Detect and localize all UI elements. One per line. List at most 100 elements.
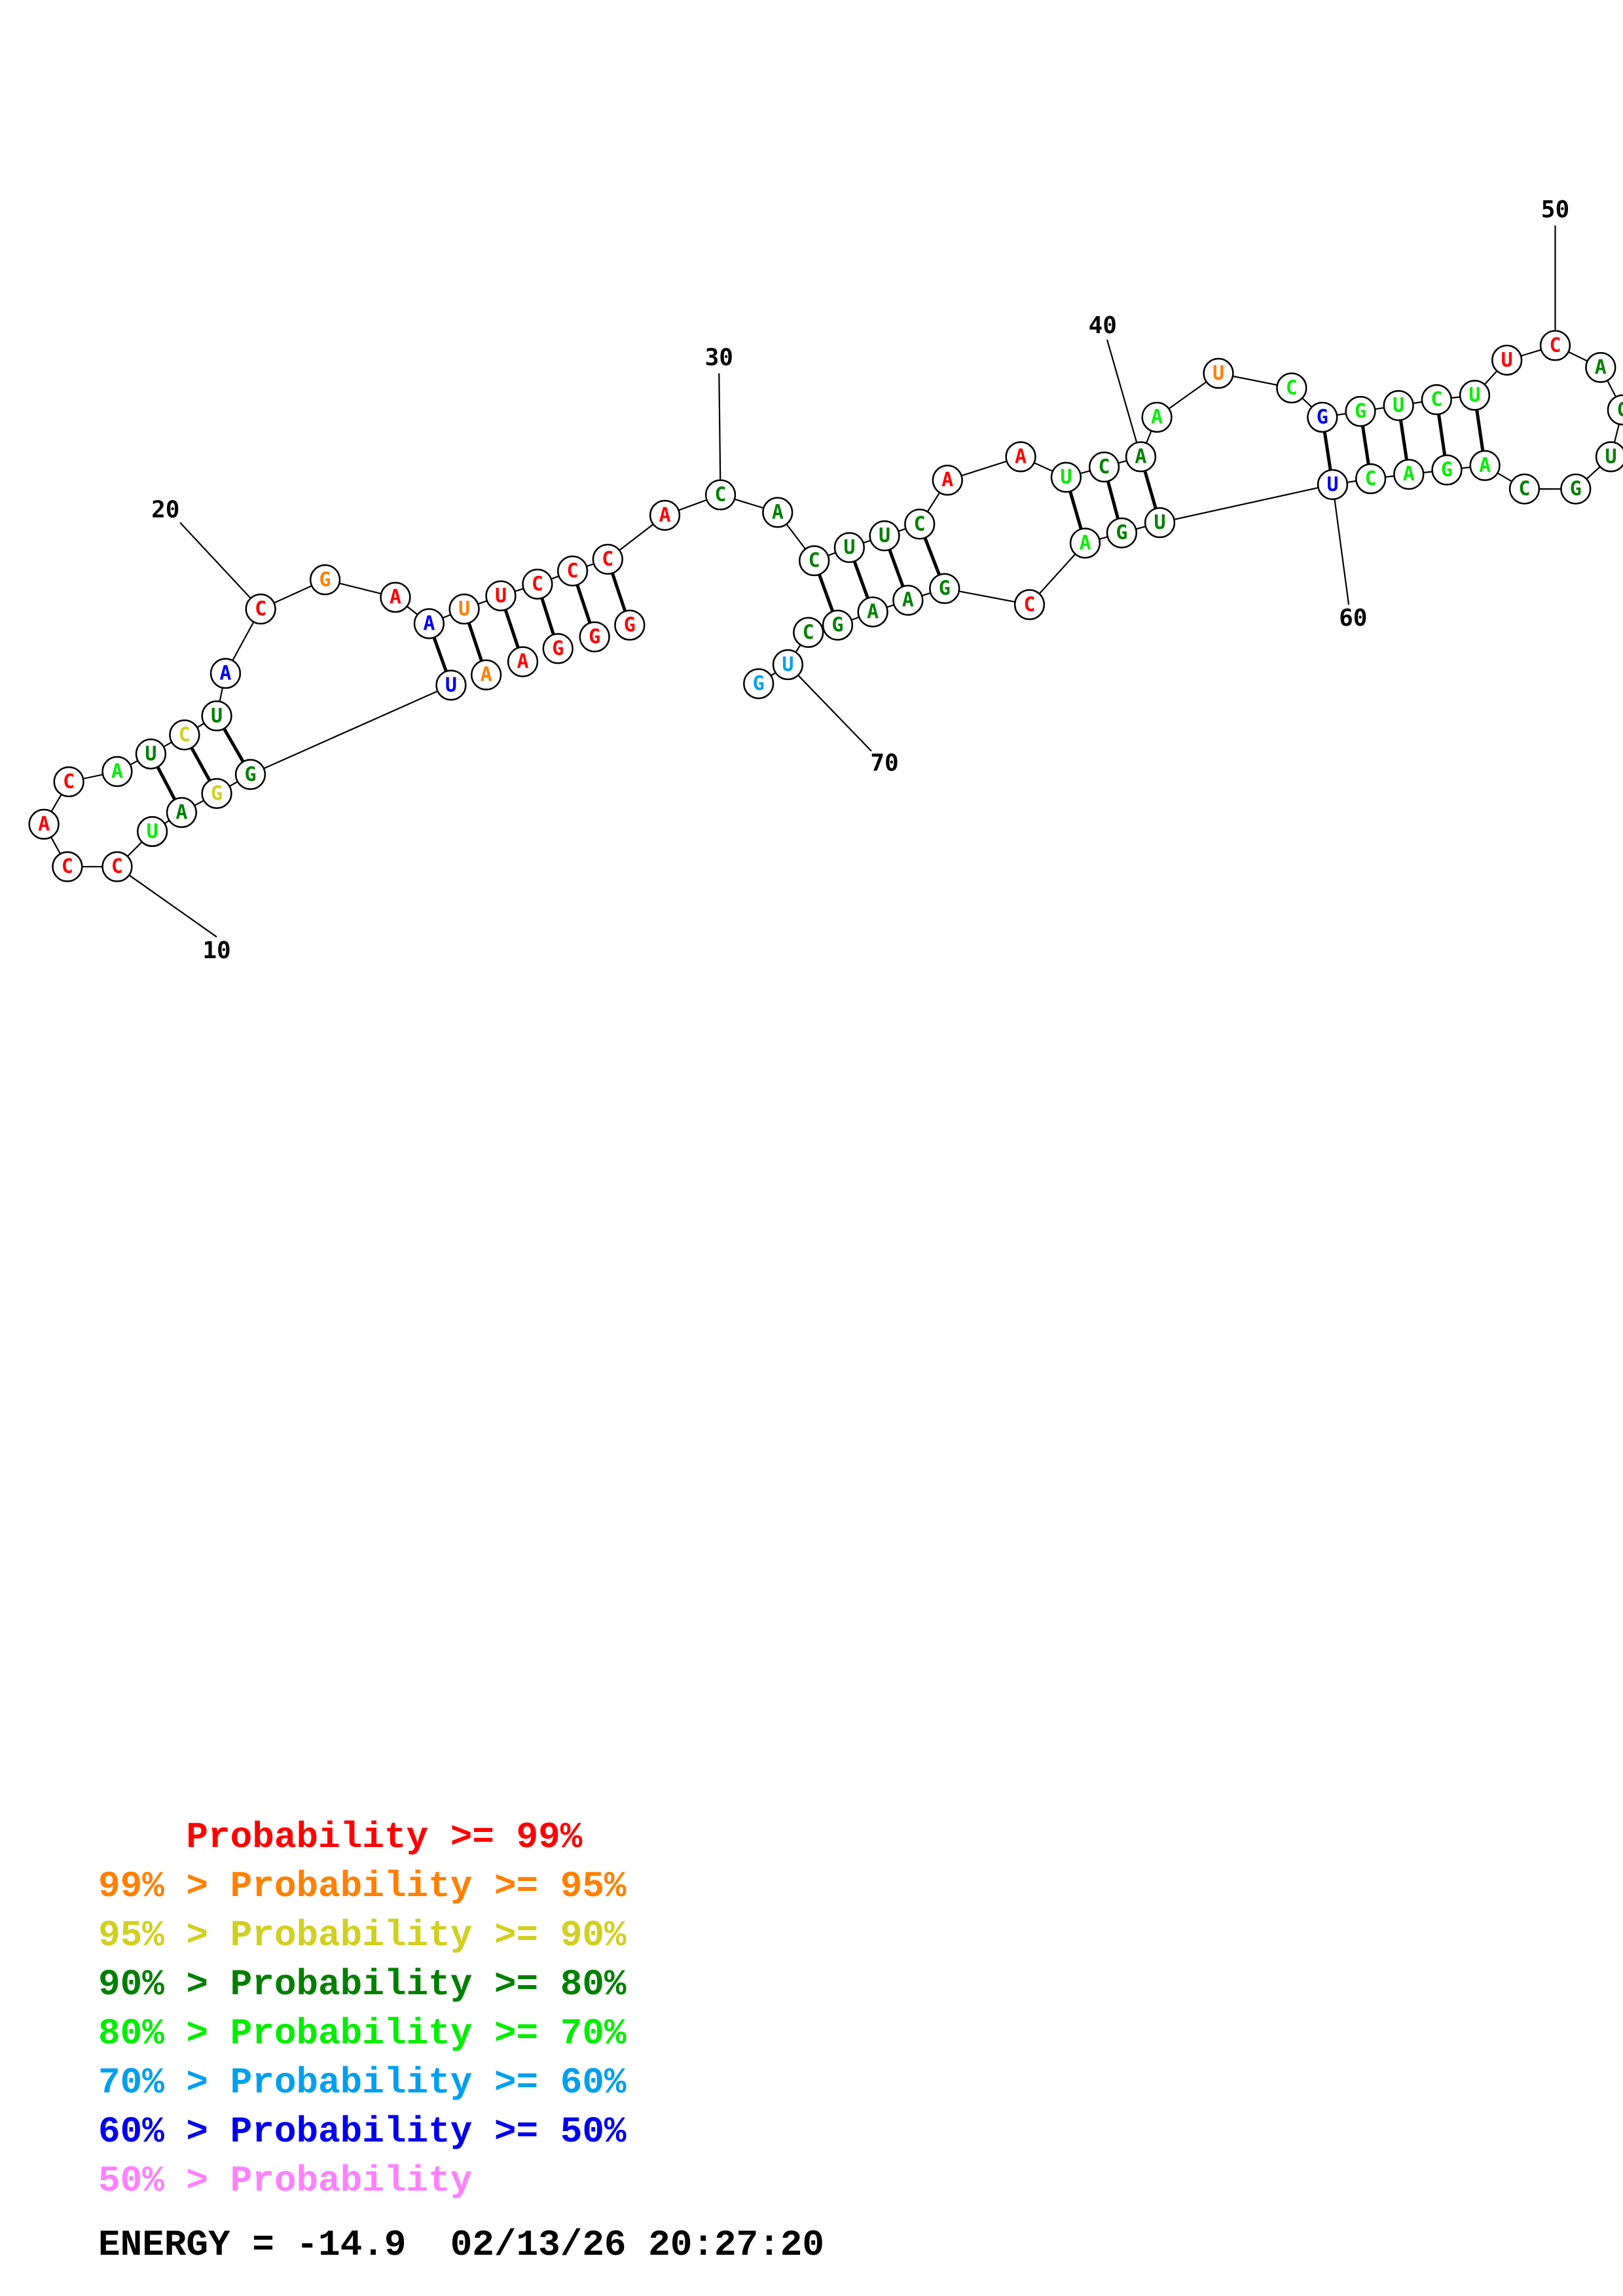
nucleotide-circle [1491, 344, 1523, 376]
nucleotide: C [1088, 451, 1120, 483]
nucleotide-circle [1005, 441, 1036, 473]
nucleotide: U [1595, 441, 1623, 473]
nucleotide-letter: A [423, 612, 435, 635]
nucleotide-letter: A [1079, 531, 1091, 554]
nucleotide-circle [1560, 473, 1592, 505]
nucleotide-letter: C [62, 855, 73, 878]
nucleotide-circle [556, 555, 589, 586]
index-label-10: 10 [202, 937, 230, 964]
index-tick [1332, 484, 1350, 605]
nucleotide-letter: C [255, 598, 266, 620]
legend-row: 70% > Probability >= 60% [98, 2062, 627, 2104]
nucleotide: U [485, 580, 517, 611]
nucleotide: U [448, 593, 480, 625]
nucleotide-circle [135, 738, 167, 770]
nucleotide: C [1539, 330, 1571, 361]
nucleotide-letter: G [753, 672, 765, 695]
nucleotide: G [542, 633, 574, 664]
nucleotide: C [52, 851, 83, 882]
nucleotide: U [137, 816, 168, 848]
nucleotide: C [101, 851, 133, 882]
legend-row: 50% > Probability [98, 2160, 473, 2202]
nucleotide: C [53, 766, 84, 798]
nucleotide-letter: C [63, 770, 75, 793]
nucleotide: G [929, 573, 960, 604]
nucleotide-letter: A [219, 662, 231, 685]
nucleotide: G [1560, 473, 1592, 505]
nucleotide: C [799, 545, 830, 577]
nucleotide-letter: C [803, 621, 814, 644]
nucleotide-circle [1088, 451, 1120, 483]
nucleotide: A [210, 658, 242, 689]
base-pair-layer [149, 395, 1487, 814]
nucleotide-letter: U [1213, 362, 1224, 385]
nucleotide-letter: U [445, 673, 457, 696]
nucleotide-circle [1393, 459, 1425, 490]
nucleotide-circle [1276, 372, 1307, 404]
nucleotide-letter: G [589, 626, 600, 649]
nucleotide-circle [649, 499, 681, 531]
nucleotide-letter: G [552, 637, 564, 660]
nucleotide-circle [169, 719, 200, 751]
nucleotide: G [743, 668, 775, 700]
nucleotide-circle [1317, 469, 1349, 500]
index-tick [1106, 339, 1142, 457]
nucleotide-circle [413, 608, 445, 639]
nucleotide: G [822, 609, 854, 641]
index-tick-layer [117, 225, 1556, 938]
nucleotide-circle [793, 617, 824, 648]
nucleotide-circle [201, 700, 232, 732]
nucleotide-circle [1431, 454, 1463, 486]
nucleotide-circle [1469, 450, 1501, 481]
nucleotide-circle [1069, 528, 1101, 559]
index-label-layer: 10 20 30 40 50 60 70 [151, 196, 1569, 964]
nucleotide-letter: A [1479, 454, 1491, 477]
nucleotide-letter: G [244, 763, 256, 786]
index-tick [179, 522, 261, 610]
nucleotide-circle [470, 659, 502, 691]
nucleotide-circle [929, 573, 960, 604]
nucleotide-letter: G [831, 614, 843, 637]
nucleotide-letter: C [809, 549, 820, 572]
nucleotide-letter: A [481, 664, 492, 687]
nucleotide: C [1355, 463, 1387, 495]
nucleotide: G [1307, 401, 1338, 433]
nucleotide-circle [1607, 394, 1623, 425]
index-label-30: 30 [705, 344, 733, 371]
nucleotide-letter: G [1355, 400, 1366, 423]
backbone-segment [1159, 484, 1333, 524]
nucleotide-circle [137, 816, 168, 848]
nucleotide: C [245, 593, 276, 625]
nucleotide: A [1469, 450, 1501, 481]
nucleotide-letter: G [1116, 522, 1127, 545]
nucleotide: A [1585, 351, 1616, 384]
nucleotide-letter: C [714, 484, 726, 507]
nucleotide-circle [542, 633, 574, 664]
nucleotide-letter: C [1365, 467, 1377, 490]
nucleotide-letter: U [782, 653, 793, 676]
nucleotide-circle [1013, 589, 1046, 620]
nucleotide: C [592, 543, 623, 575]
nucleotide: A [101, 756, 133, 787]
nucleotide-circle [435, 670, 467, 701]
nucleotide: A [1125, 441, 1157, 473]
nucleotide-circle [1585, 351, 1616, 384]
nucleotide: C [1013, 589, 1046, 620]
backbone-segment [250, 684, 452, 776]
nucleotide-letter: C [1616, 399, 1623, 422]
nucleotide: U [1144, 507, 1176, 539]
index-label-50: 50 [1541, 196, 1569, 223]
nucleotide: U [135, 738, 167, 770]
nucleotide-circle [1355, 463, 1387, 495]
nucleotide-circle [1508, 473, 1541, 505]
nucleotide-circle [869, 520, 900, 552]
nucleotide-letter: U [145, 742, 156, 765]
nucleotide-letter: A [1015, 445, 1027, 468]
nucleotide-letter: A [867, 600, 879, 623]
nucleotide: A [1005, 441, 1036, 473]
nucleotide-circle [614, 609, 646, 641]
nucleotide: A [1069, 528, 1101, 559]
nucleotide: U [833, 531, 865, 564]
nucleotide-circle [1539, 330, 1571, 361]
